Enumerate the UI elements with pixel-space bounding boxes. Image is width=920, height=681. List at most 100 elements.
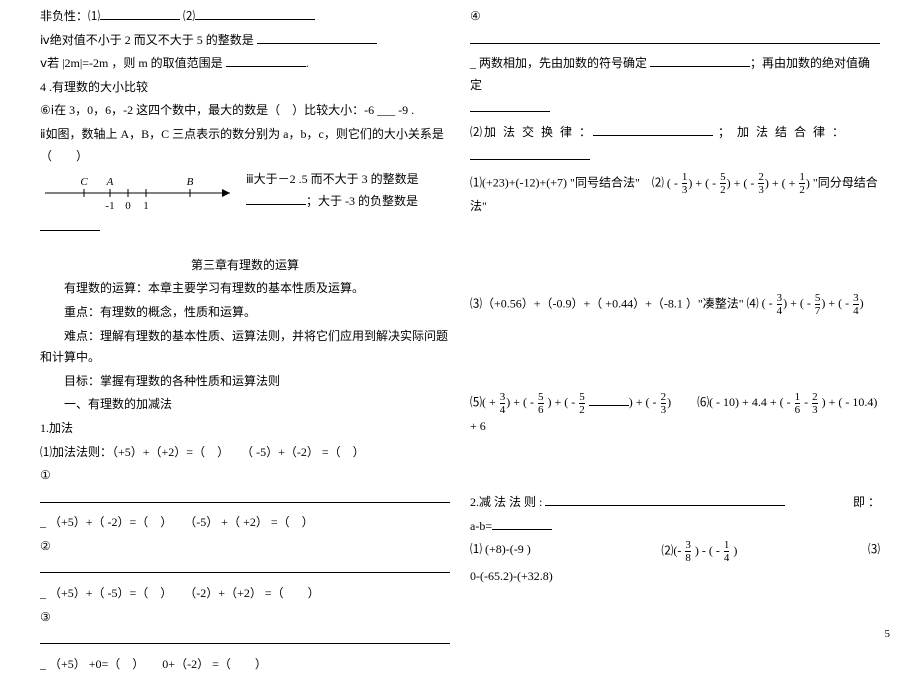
t: 0-(-65.2)-(+32.8) [470, 569, 553, 583]
blank [593, 135, 713, 136]
spacer-r3 [470, 440, 880, 490]
t: 重点：有理数的概念，性质和运算。 [64, 305, 256, 319]
iii-wrap: ⅲ大于－2 .5 而不大于 3 的整数是 ；大于 -3 的负整数是 [246, 169, 450, 212]
blank [589, 405, 629, 406]
t: ④ [470, 9, 481, 23]
blank [257, 43, 377, 44]
line-iv: ⅳ绝对值不小于 2 而又不大于 5 的整数是 [40, 30, 450, 52]
t: ；大于 -3 的负整数是 [306, 194, 418, 208]
t: 目标：掌握有理数的各种性质和运算法则 [64, 374, 280, 388]
line-nonneg: 非负性：⑴ ⑵ [40, 6, 450, 28]
t: ⑵ [183, 9, 195, 23]
sub-row: ⑴ (+8)-(-9 ) ⑵(- 38 ) - ( - 14 ) ⑶ [470, 539, 880, 564]
t: ⑴加法法则：（+5）+（+2）=（ ） （ -5）+（-2） =（ ） [40, 445, 365, 459]
sub-h: 2.减 法 法 则 : 即 ： [470, 492, 880, 514]
numberline-row: C A B -1 0 1 ⅲ大于－2 .5 而不大于 3 的整数是 ；大于 -3… [40, 169, 450, 215]
blank [246, 204, 306, 205]
blank-line [40, 217, 450, 239]
blank [545, 505, 785, 506]
long-blank-1 [40, 489, 450, 511]
ex5-6: ⑸( + 34) + ( - 56 ) + ( - 52 ) + ( - 23)… [470, 391, 880, 438]
line-6ii: ⅱ如图，数轴上 A，B，C 三点表示的数分别为 a，b，c，则它们的大小关系是（… [40, 124, 450, 167]
t: ⑴(+23)+(-12)+(+7) "同号结合法" ⑵ [470, 176, 664, 190]
blank [492, 529, 552, 530]
blank [100, 19, 180, 20]
blank [470, 159, 590, 160]
r1: _ 两数相加，先由加数的符号确定 ；再由加数的绝对值确定 [470, 53, 880, 96]
t: ⑴ (+8)-(-9 ) [470, 542, 531, 556]
right-column: ④ _ 两数相加，先由加数的符号确定 ；再由加数的绝对值确定 ⑵加 法 交 换 … [460, 4, 890, 677]
t: ⅲ大于－2 .5 而不大于 3 的整数是 [246, 172, 419, 186]
frac-seq-1: ( - 13) + ( - 52) + ( - 23) + ( + 12) [667, 176, 813, 190]
t: 非负性：⑴ [40, 9, 100, 23]
spacer [40, 241, 450, 253]
circ2: ② [40, 536, 450, 558]
t: （+5）+（ -5）=（ ） （-2）+（+2） =（ ） [49, 586, 320, 600]
t: 两数相加，先由加数的符号确定 [479, 56, 647, 70]
t: - [804, 395, 811, 409]
left-column: 非负性：⑴ ⑵ ⅳ绝对值不小于 2 而又不大于 5 的整数是 ⅴ若 |2m|=-… [30, 4, 460, 677]
line-v: ⅴ若 |2m|=-2m ，则 m 的取值范围是 . [40, 53, 450, 75]
blank [470, 43, 880, 44]
t: 4 .有理数的大小比较 [40, 80, 148, 94]
t: 有理数的运算：本章主要学习有理数的基本性质及运算。 [64, 281, 364, 295]
p2: 重点：有理数的概念，性质和运算。 [40, 302, 450, 324]
t: ⅱ如图，数轴上 A，B，C 三点表示的数分别为 a，b，c，则它们的大小关系是（… [40, 127, 444, 163]
line-6i: ⑥ⅰ在 3，0，6，-2 这四个数中，最大的数是（ ）比较大小：-6 ___ -… [40, 100, 450, 122]
t: ) - ( - [695, 543, 720, 557]
t: 5 [885, 628, 891, 640]
numberline-figure: C A B -1 0 1 [40, 169, 240, 215]
nl-t3: 1 [143, 200, 149, 212]
blank-line-r2 [470, 146, 880, 168]
t: ③ [40, 610, 51, 624]
sub2: ⑵(- 38 ) - ( - 14 ) [661, 539, 737, 564]
t: ⅴ若 |2m|=-2m ，则 m 的取值范围是 [40, 56, 223, 70]
t: （+5）+（ -2）=（ ） （-5） +（ +2） =（ ） [49, 515, 314, 529]
ex1: ⑴(+23)+(-12)+(+7) "同号结合法" ⑵ ( - 13) + ( … [470, 171, 880, 218]
frac-seq-3: ( - 34) + ( - 57) + ( - 34) [762, 296, 864, 310]
blank-line-r [470, 98, 880, 120]
t: ⑵加 法 交 换 律 ： [470, 125, 593, 139]
t: a-b= [470, 519, 492, 533]
blank [195, 19, 315, 20]
nl-t2: 0 [125, 200, 131, 212]
numberline-svg: C A B -1 0 1 [40, 169, 240, 215]
eq-a: _ （+5）+（ -2）=（ ） （-5） +（ +2） =（ ） [40, 512, 450, 534]
t: 难点：理解有理数的基本性质、运算法则，并将它们应用到解决实际问题和计算中。 [40, 329, 448, 365]
t: 1.加法 [40, 421, 73, 435]
circ1: ① [40, 465, 450, 487]
circ3: ③ [40, 607, 450, 629]
nl-b: B [187, 176, 194, 188]
add-h: 1.加法 [40, 418, 450, 440]
t: ② [40, 539, 51, 553]
blank [40, 230, 100, 231]
t: 第三章有理数的运算 [191, 258, 299, 272]
t: 一、有理数的加减法 [64, 397, 172, 411]
ab: a-b= [470, 516, 880, 538]
t: ① [40, 468, 51, 482]
nl-t1: -1 [105, 200, 114, 212]
t: ⑥ⅰ在 3，0，6，-2 这四个数中，最大的数是（ ）比较大小：-6 ___ -… [40, 103, 414, 117]
blank [650, 66, 750, 67]
blank [470, 111, 550, 112]
t: （+5） +0=（ ） 0+（-2） =（ ） [49, 657, 267, 671]
blank [40, 502, 450, 503]
ex5: ⑸( + 34) + ( - 56 ) + ( - 52 ) + ( - 23) [470, 395, 674, 409]
line-4h: 4 .有理数的大小比较 [40, 77, 450, 99]
long-blank-2 [40, 559, 450, 581]
page-number: 5 [885, 625, 891, 645]
ex3: ⑶（+0.56）+（-0.9）+（ +0.44）+（-8.1 ）"凑整法" ⑷ … [470, 292, 880, 317]
spacer-r1 [470, 220, 880, 290]
long-blank-4 [470, 30, 880, 52]
p3: 难点：理解有理数的基本性质、运算法则，并将它们应用到解决实际问题和计算中。 [40, 326, 450, 369]
circ4: ④ [470, 6, 880, 28]
eq-c: _ （+5） +0=（ ） 0+（-2） =（ ） [40, 654, 450, 676]
sub3: ⑶ [868, 539, 880, 564]
t: 2.减 法 法 则 : [470, 495, 542, 509]
r2: ⑵加 法 交 换 律 ： ； 加 法 结 合 律 ： [470, 122, 880, 144]
p5: 一、有理数的加减法 [40, 394, 450, 416]
t: ； 加 法 结 合 律 ： [718, 125, 846, 139]
eq-b: _ （+5）+（ -5）=（ ） （-2）+（+2） =（ ） [40, 583, 450, 605]
nl-a: A [106, 176, 114, 188]
t: ⑶（+0.56）+（-0.9）+（ +0.44）+（-8.1 ）"凑整法" ⑷ [470, 296, 759, 310]
